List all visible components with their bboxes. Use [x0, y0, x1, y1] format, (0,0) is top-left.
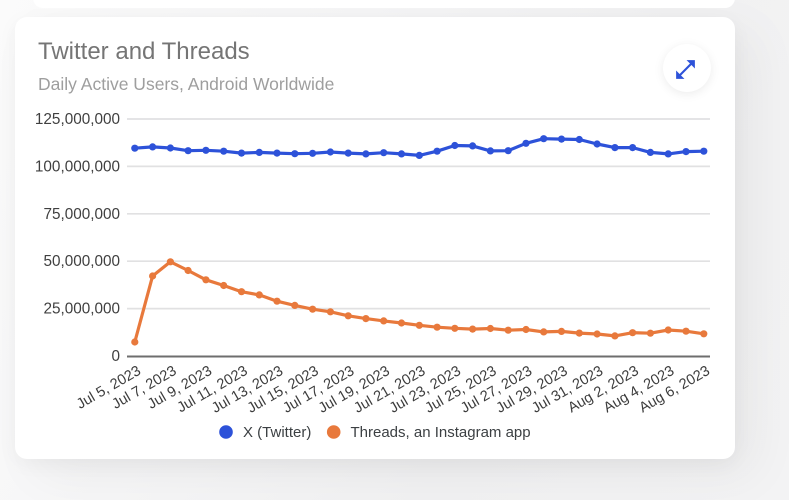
svg-text:100,000,000: 100,000,000 [35, 158, 120, 175]
svg-text:0: 0 [111, 348, 120, 365]
svg-text:75,000,000: 75,000,000 [43, 206, 120, 223]
svg-text:25,000,000: 25,000,000 [43, 301, 120, 318]
svg-text:Threads, an Instagram app: Threads, an Instagram app [351, 424, 531, 441]
svg-text:50,000,000: 50,000,000 [43, 253, 120, 270]
svg-text:X (Twitter): X (Twitter) [243, 424, 311, 441]
svg-text:125,000,000: 125,000,000 [35, 111, 120, 128]
